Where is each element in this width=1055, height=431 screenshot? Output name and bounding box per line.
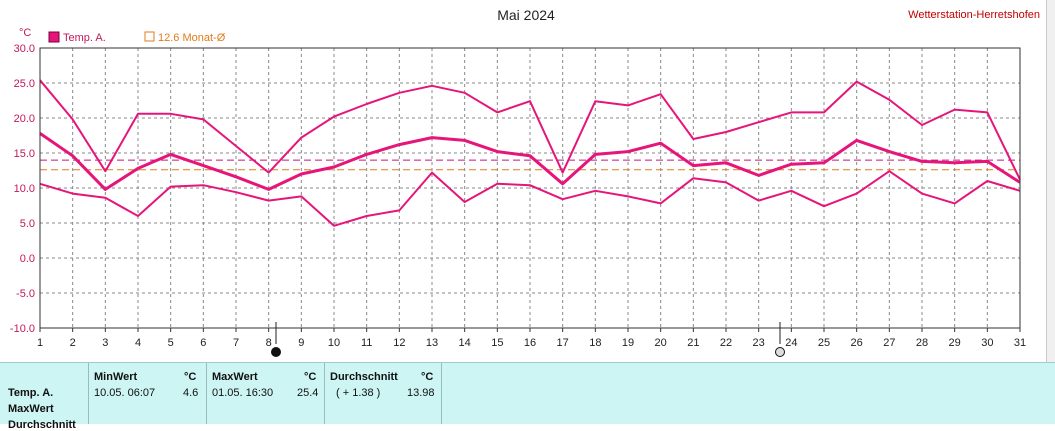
x-tick-label: 18 xyxy=(589,337,601,349)
y-tick-label: 15.0 xyxy=(14,148,35,160)
avg-value: 13.98 xyxy=(407,387,435,399)
x-tick-label: 1 xyxy=(37,337,43,349)
x-tick-label: 30 xyxy=(981,337,993,349)
x-axis-ticks: 1 2 3 4 5 6 7 8 9 10 11 12 13 14 15 16 17 18 19 20 21 22 23 24 2… xyxy=(37,328,1026,349)
series-lines xyxy=(39,79,1021,227)
x-tick-label: 29 xyxy=(949,337,961,349)
x-tick-label: 16 xyxy=(524,337,536,349)
scrollbar[interactable] xyxy=(1046,0,1055,362)
x-tick-label: 7 xyxy=(233,337,239,349)
legend-series-swatch xyxy=(48,31,60,43)
y-axis-ticks: 30.0 25.0 20.0 15.0 10.0 5.0 0.0 -5.0 -10.0 xyxy=(10,43,35,335)
x-tick-label: 31 xyxy=(1014,337,1026,349)
x-tick-label: 25 xyxy=(818,337,830,349)
x-tick-label: 10 xyxy=(328,337,340,349)
max-value: 25.4 xyxy=(297,387,319,399)
y-tick-label: 10.0 xyxy=(14,183,35,195)
avg-delta: ( + 1.38 ) xyxy=(336,387,381,399)
max-time: 01.05. 16:30 xyxy=(212,387,274,399)
x-tick-label: 23 xyxy=(753,337,765,349)
x-tick-label: 2 xyxy=(70,337,76,349)
stats-max-col: MaxWert °C 01.05. 16:30 25.4 xyxy=(206,363,325,424)
reference-lines xyxy=(40,159,1020,171)
legend-avg-label: 12.6 Monat-Ø xyxy=(158,32,226,44)
min-header: MinWert xyxy=(94,371,138,383)
x-tick-label: 26 xyxy=(851,337,863,349)
stats-min-col: MinWert °C 10.05. 06:07 4.6 xyxy=(88,363,207,424)
x-tick-label: 12 xyxy=(393,337,405,349)
y-tick-label: 30.0 xyxy=(14,43,35,55)
x-tick-label: 27 xyxy=(883,337,895,349)
x-tick-label: 6 xyxy=(200,337,206,349)
min-time: 10.05. 06:07 xyxy=(94,387,156,399)
stats-row3-label: Durchschnitt xyxy=(8,419,76,431)
new-moon-icon xyxy=(271,347,281,357)
min-value: 4.6 xyxy=(183,387,199,399)
y-tick-label: 5.0 xyxy=(20,218,35,230)
avg-header: Durchschnitt xyxy=(330,371,398,383)
x-tick-label: 22 xyxy=(720,337,732,349)
y-tick-label: 0.0 xyxy=(20,253,35,265)
x-tick-label: 14 xyxy=(459,337,471,349)
x-tick-label: 3 xyxy=(102,337,108,349)
x-tick-label: 17 xyxy=(557,337,569,349)
chart-title: Mai 2024 xyxy=(497,7,555,23)
stats-avg-col: Durchschnitt °C ( + 1.38 ) 13.98 xyxy=(324,363,442,424)
x-tick-label: 8 xyxy=(266,337,272,349)
x-tick-label: 21 xyxy=(687,337,699,349)
x-tick-label: 24 xyxy=(785,337,797,349)
series-max-line xyxy=(39,79,1021,181)
x-tick-label: 13 xyxy=(426,337,438,349)
x-tick-label: 5 xyxy=(168,337,174,349)
plot-frame xyxy=(39,47,1021,329)
avg-unit: °C xyxy=(421,371,434,383)
x-tick-label: 4 xyxy=(135,337,141,349)
x-tick-label: 28 xyxy=(916,337,928,349)
max-header: MaxWert xyxy=(212,371,258,383)
x-tick-label: 15 xyxy=(491,337,503,349)
y-tick-label: 20.0 xyxy=(14,113,35,125)
stats-row-labels: Temp. A. MaxWert Durchschnitt xyxy=(0,363,89,431)
x-tick-label: 9 xyxy=(298,337,304,349)
series-min-line xyxy=(39,170,1021,227)
x-tick-label: 19 xyxy=(622,337,634,349)
max-unit: °C xyxy=(304,371,317,383)
legend-avg-swatch xyxy=(144,31,155,42)
legend-series-label: Temp. A. xyxy=(63,32,106,44)
stats-row2-label: MaxWert xyxy=(8,403,54,415)
y-tick-label: -10.0 xyxy=(10,323,35,335)
chart-grid xyxy=(40,48,1020,328)
y-tick-label: -5.0 xyxy=(16,288,35,300)
series-avg-line xyxy=(39,132,1021,191)
min-unit: °C xyxy=(184,371,197,383)
y-tick-label: 25.0 xyxy=(14,78,35,90)
stats-panel: Temp. A. MaxWert Durchschnitt MinWert °C… xyxy=(0,362,1055,431)
station-name: Wetterstation-Herretshofen xyxy=(908,9,1040,21)
x-tick-label: 20 xyxy=(655,337,667,349)
stats-row-label: Temp. A. xyxy=(8,387,54,399)
x-tick-label: 11 xyxy=(361,337,372,349)
temperature-chart: Mai 2024 Wetterstation-Herretshofen °C T… xyxy=(10,7,1040,357)
full-moon-icon xyxy=(775,347,785,357)
y-axis-unit: °C xyxy=(19,27,31,39)
